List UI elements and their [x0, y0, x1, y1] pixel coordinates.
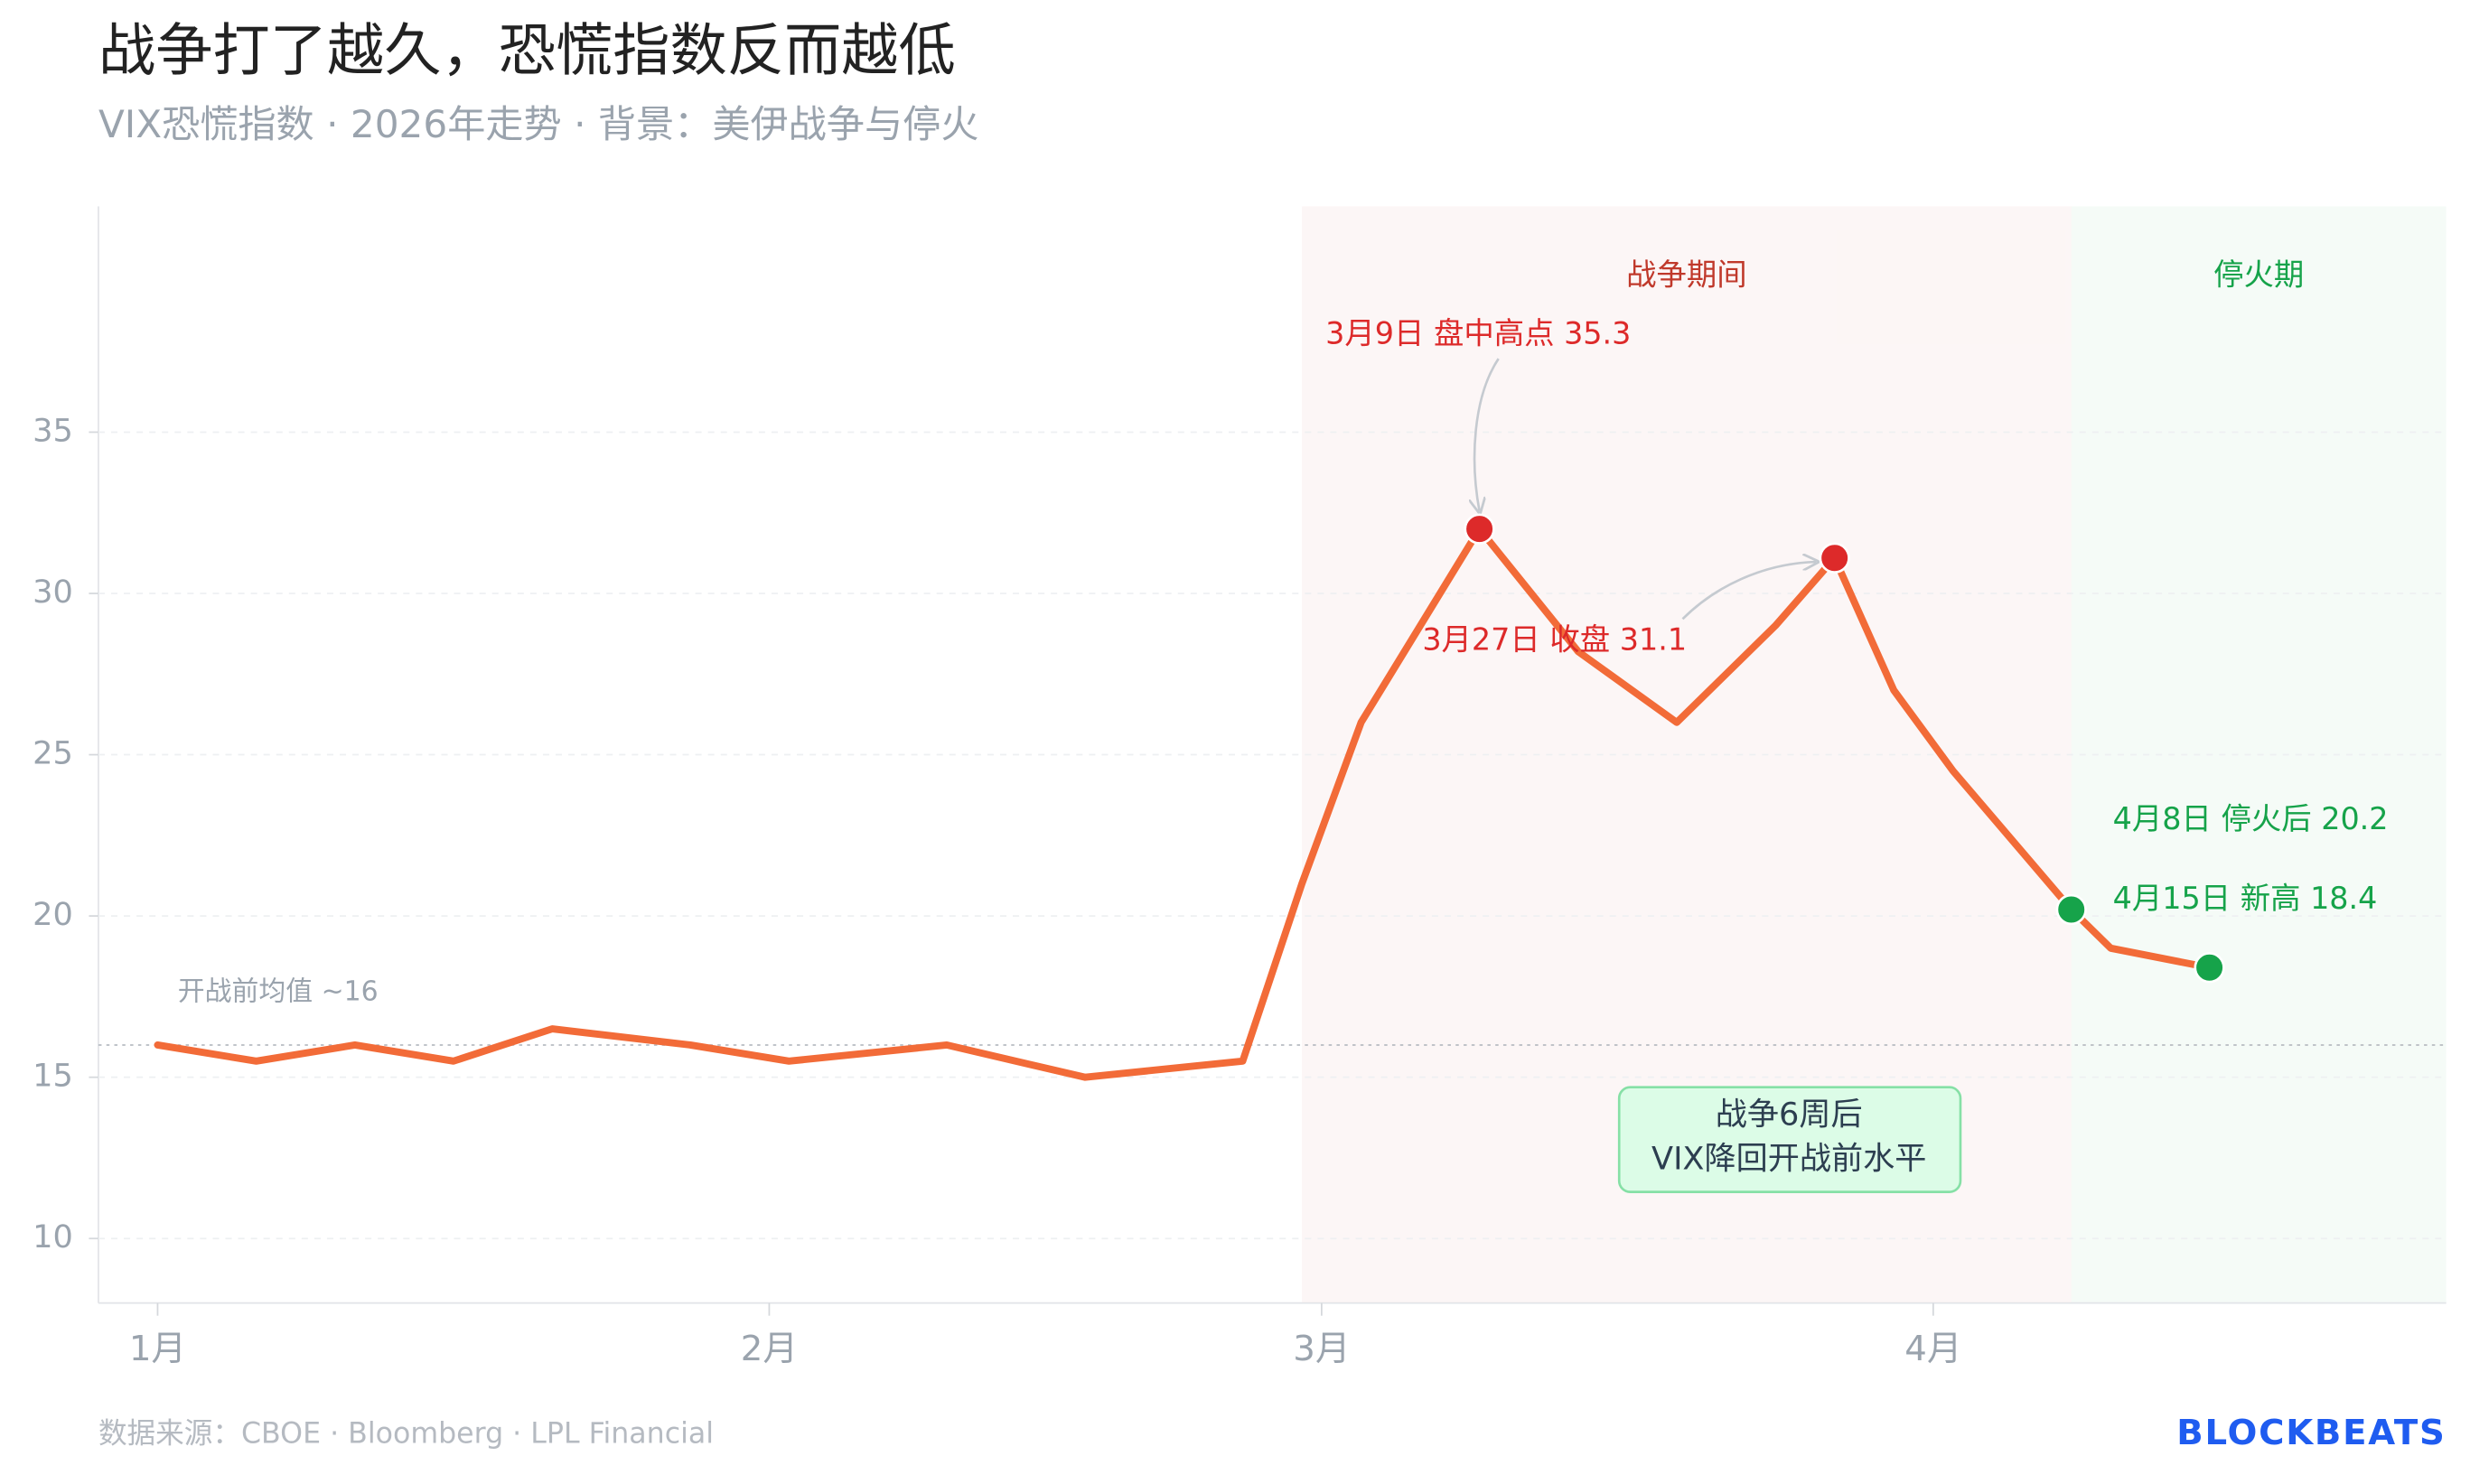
y-tick-label: 25: [33, 735, 73, 772]
highlight-point: [1819, 542, 1850, 574]
chart-title: 战争打了越久，恐慌指数反而越低: [98, 16, 956, 83]
annotation-text: 4月8日 停火后 20.2: [2113, 801, 2389, 836]
x-tick-label: 4月: [1904, 1329, 1961, 1369]
y-tick-label: 30: [33, 574, 73, 611]
annotation-arrow: [1474, 358, 1500, 511]
note-box: [1617, 1086, 1962, 1193]
region-label: 战争期间: [1626, 257, 1747, 292]
annotation-arrow: [1681, 562, 1816, 621]
brand-logo: BLOCKBEATS: [2176, 1413, 2446, 1453]
data-line: [154, 525, 2213, 1081]
annotation-text: 4月15日 新高 18.4: [2113, 881, 2378, 916]
x-tick-label: 2月: [741, 1329, 798, 1369]
highlight-point: [1464, 513, 1495, 545]
highlight-point: [2055, 893, 2087, 926]
reference-label: 开战前均值 ~16: [178, 975, 379, 1007]
chart-subtitle: VIX恐慌指数 · 2026年走势 · 背景：美伊战争与停火: [98, 102, 979, 146]
y-tick-label: 15: [33, 1058, 73, 1095]
y-tick-label: 20: [33, 896, 73, 933]
annotation-text: 3月9日 盘中高点 35.3: [1325, 315, 1631, 350]
annotation-text: 3月27日 收盘 31.1: [1422, 621, 1687, 657]
x-tick-label: 3月: [1293, 1329, 1350, 1369]
highlight-point: [2194, 952, 2225, 984]
note-text: 战争6周后: [1716, 1096, 1863, 1133]
source: 数据来源：CBOE · Bloomberg · LPL Financial: [98, 1417, 714, 1450]
x-tick-label: 1月: [129, 1329, 186, 1369]
region-label: 停火期: [2213, 257, 2304, 292]
y-tick-label: 35: [33, 412, 73, 449]
note-text: VIX降回开战前水平: [1651, 1140, 1926, 1177]
y-tick-label: 10: [33, 1218, 73, 1255]
